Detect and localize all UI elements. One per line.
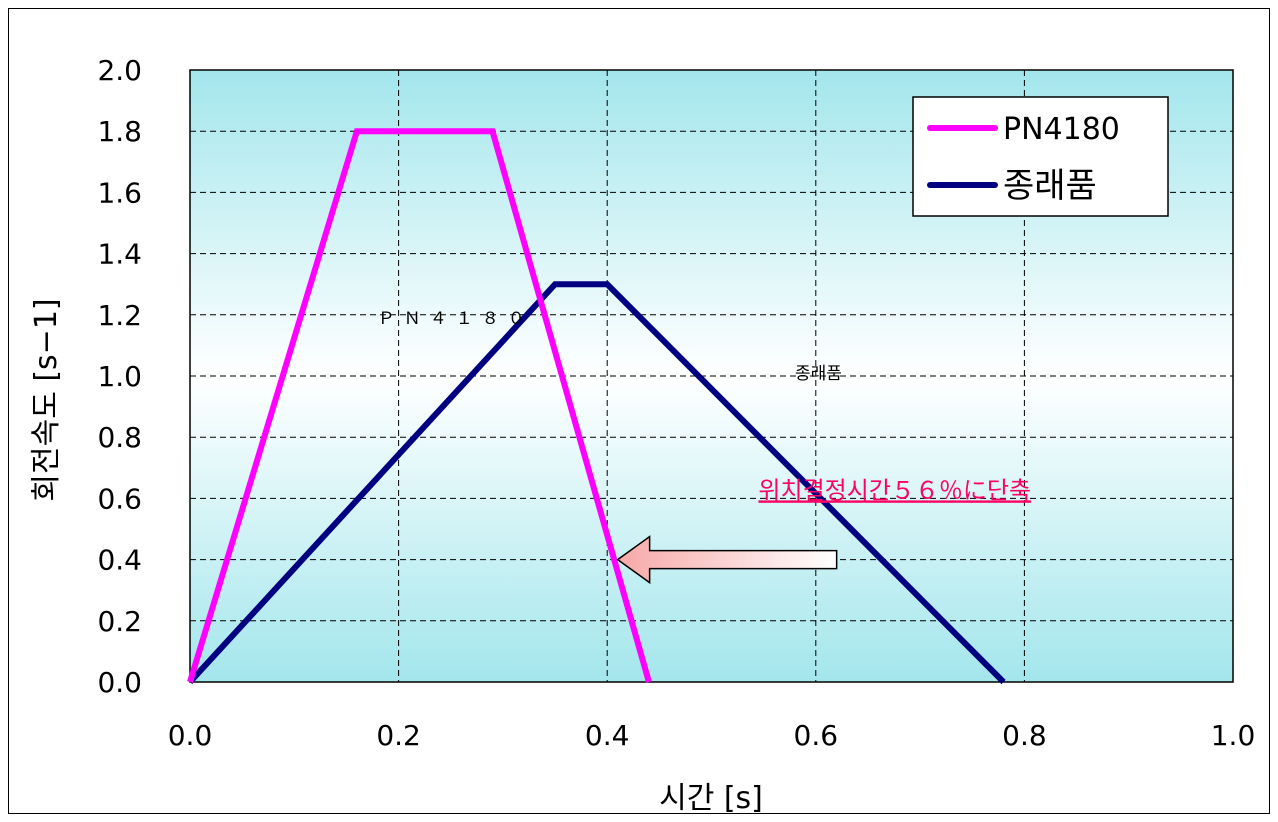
annotation-pn4180: ＰＮ４１８０: [378, 309, 534, 329]
y-tick-label: 0.8: [97, 421, 142, 454]
y-tick-label: 0.6: [97, 482, 142, 515]
x-tick-labels: 0.0 0.2 0.4 0.6 0.8 1.0: [168, 719, 1256, 752]
x-tick-label: 0.8: [1002, 719, 1047, 752]
y-axis-title: 회전속도 [s−1]: [29, 298, 64, 501]
legend: PN4180 종래품: [912, 96, 1169, 217]
y-tick-label: 1.4: [97, 238, 142, 271]
y-tick-label: 1.6: [97, 176, 142, 209]
legend-box: [912, 96, 1169, 217]
y-tick-label: 1.0: [97, 360, 142, 393]
y-tick-label: 0.0: [97, 666, 142, 699]
y-tick-label: 1.2: [97, 299, 142, 332]
legend-label-pn4180: PN4180: [1003, 112, 1120, 147]
legend-label-conventional: 종래품: [1003, 166, 1097, 206]
x-tick-label: 0.6: [794, 719, 839, 752]
plot-border: [189, 69, 1234, 683]
y-tick-labels: 0.0 0.2 0.4 0.6 0.8 1.0 1.2 1.4 1.6 1.8 2.0: [97, 54, 142, 699]
x-axis-title: 시간 [s]: [659, 781, 763, 816]
y-tick-label: 2.0: [97, 54, 142, 87]
series-line-conventional: [187, 281, 1006, 685]
x-tick-label: 0.2: [376, 719, 421, 752]
left-arrow-icon: [616, 535, 838, 585]
series-line-pn4180: [187, 128, 652, 683]
series-lines: [187, 128, 1006, 685]
x-tick-label: 0.0: [168, 719, 213, 752]
annotation-conventional: 종래품: [795, 364, 842, 384]
x-tick-label: 0.4: [585, 719, 630, 752]
y-tick-label: 0.4: [97, 544, 142, 577]
y-tick-label: 1.8: [97, 115, 142, 148]
annotation-callout: 위치결정시간５６％に단축: [758, 476, 1031, 504]
y-tick-label: 0.2: [97, 605, 142, 638]
x-tick-label: 1.0: [1211, 719, 1256, 752]
